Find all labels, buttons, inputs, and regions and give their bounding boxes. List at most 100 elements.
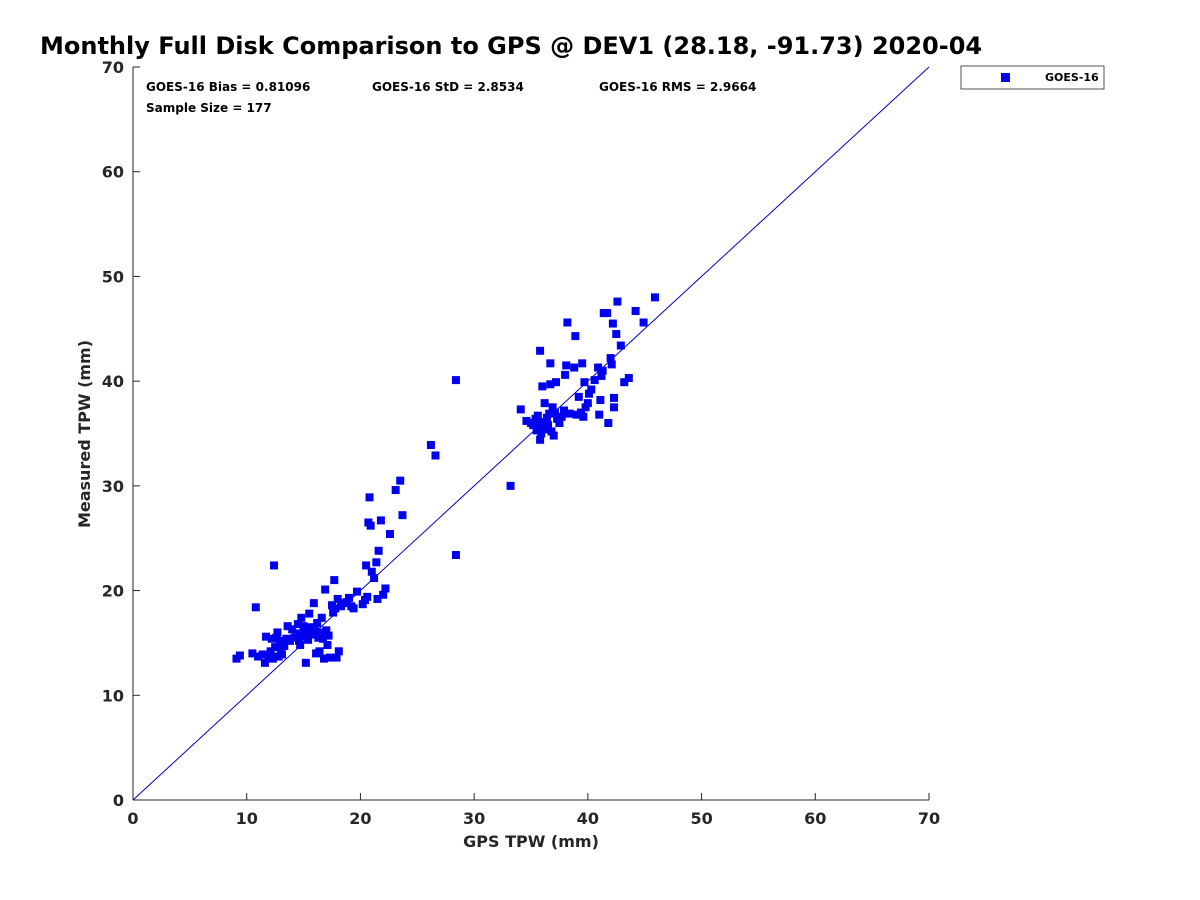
legend-marker xyxy=(1001,73,1010,82)
data-point xyxy=(631,306,640,315)
data-point xyxy=(639,318,648,327)
data-point xyxy=(307,630,316,639)
data-point xyxy=(532,426,541,435)
y-tick-label: 30 xyxy=(102,477,124,496)
data-point xyxy=(272,633,281,642)
data-point xyxy=(288,625,297,634)
data-point xyxy=(565,409,574,418)
data-point xyxy=(367,567,376,576)
data-point xyxy=(533,411,542,420)
data-point xyxy=(612,330,621,339)
data-point xyxy=(580,378,589,387)
data-point xyxy=(516,405,525,414)
y-tick-label: 0 xyxy=(113,791,124,810)
data-point xyxy=(258,650,267,659)
data-point xyxy=(325,653,334,662)
data-point xyxy=(315,647,324,656)
data-point xyxy=(314,633,323,642)
data-point xyxy=(553,414,562,423)
data-point xyxy=(268,654,277,663)
data-point xyxy=(570,363,579,372)
data-point xyxy=(376,516,385,525)
data-point xyxy=(353,587,362,596)
data-point xyxy=(563,318,572,327)
data-point xyxy=(323,641,332,650)
data-point xyxy=(572,410,581,419)
data-point xyxy=(559,406,568,415)
data-point xyxy=(561,370,570,379)
x-tick-label: 0 xyxy=(127,809,138,828)
data-point xyxy=(345,593,354,602)
data-point xyxy=(550,408,559,417)
data-point xyxy=(545,409,554,418)
data-point xyxy=(309,599,318,608)
y-tick-label: 60 xyxy=(102,163,124,182)
data-point xyxy=(260,658,269,667)
data-point xyxy=(296,641,305,650)
data-point xyxy=(362,561,371,570)
data-point xyxy=(536,435,545,444)
data-point xyxy=(283,622,292,631)
data-point xyxy=(266,647,275,656)
data-point xyxy=(248,649,257,658)
data-point xyxy=(595,410,604,419)
data-point xyxy=(306,623,315,632)
data-point xyxy=(398,511,407,520)
data-point xyxy=(270,561,279,570)
data-point xyxy=(374,546,383,555)
data-point xyxy=(583,399,592,408)
data-point xyxy=(606,354,615,363)
data-point xyxy=(552,378,561,387)
data-point xyxy=(295,636,304,645)
y-tick-label: 40 xyxy=(102,372,124,391)
data-point xyxy=(650,293,659,302)
data-point xyxy=(381,584,390,593)
data-point xyxy=(522,416,531,425)
data-point xyxy=(330,576,339,585)
sample-size-stat: Sample Size = 177 xyxy=(146,101,272,115)
data-point xyxy=(320,654,329,663)
data-point xyxy=(546,380,555,389)
data-point xyxy=(324,631,333,640)
data-point xyxy=(313,619,322,628)
data-point xyxy=(581,403,590,412)
data-point xyxy=(292,629,301,638)
data-point xyxy=(304,635,313,644)
chart-title: Monthly Full Disk Comparison to GPS @ DE… xyxy=(40,32,982,60)
data-point xyxy=(321,585,330,594)
data-point xyxy=(332,653,341,662)
data-point xyxy=(610,403,619,412)
data-point xyxy=(285,636,294,645)
y-tick-label: 70 xyxy=(102,58,124,77)
data-point xyxy=(310,626,319,635)
data-point xyxy=(506,481,515,490)
x-tick-label: 20 xyxy=(349,809,371,828)
data-point xyxy=(331,604,340,613)
data-point xyxy=(624,374,633,383)
data-point xyxy=(538,382,547,391)
std-stat: GOES-16 StD = 2.8534 xyxy=(372,80,524,94)
data-point xyxy=(235,651,244,660)
data-point xyxy=(379,590,388,599)
data-point xyxy=(546,359,555,368)
data-point xyxy=(584,389,593,398)
data-point xyxy=(590,376,599,385)
data-point xyxy=(536,346,545,355)
data-point xyxy=(557,412,566,421)
data-point xyxy=(577,408,586,417)
data-point xyxy=(333,594,342,603)
x-axis-label: GPS TPW (mm) xyxy=(463,832,599,851)
data-point xyxy=(597,371,606,380)
data-point xyxy=(273,628,282,637)
data-point xyxy=(322,626,331,635)
data-point xyxy=(542,413,551,422)
data-point xyxy=(594,363,603,372)
data-point xyxy=(276,646,285,655)
legend-label: GOES-16 xyxy=(1045,71,1099,84)
data-point xyxy=(396,476,405,485)
data-point xyxy=(596,395,605,404)
data-point xyxy=(555,419,564,428)
data-point xyxy=(549,431,558,440)
data-point xyxy=(537,429,546,438)
data-point xyxy=(451,550,460,559)
